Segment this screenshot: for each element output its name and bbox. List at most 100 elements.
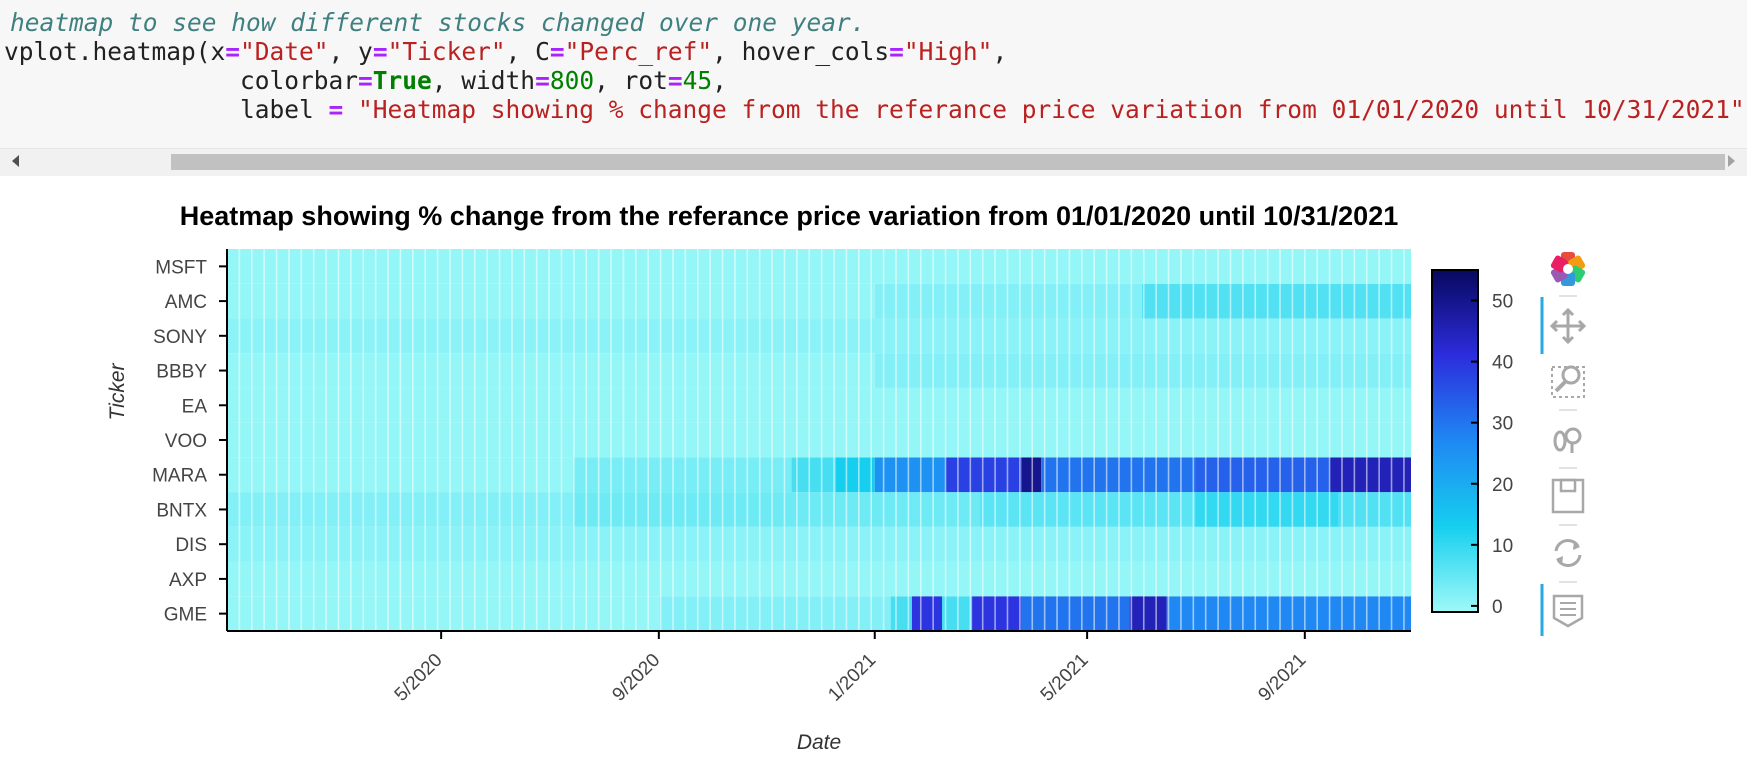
colorbar-gradient: [1431, 269, 1479, 613]
hover-icon[interactable]: [1552, 594, 1584, 628]
heatmap-cell-axp-0[interactable]: [227, 561, 1411, 597]
colorbar-tick-label: 20: [1492, 475, 1513, 496]
code-token: 800: [549, 66, 595, 95]
y-axis: GME AXP DIS BNTX MARA VOO EA BBBY SONY AMC MSFT: [152, 249, 228, 631]
heatmap-cell-bntx-3[interactable]: [1195, 492, 1339, 527]
heatmap-cells[interactable]: [227, 249, 1411, 631]
y-tick-label: GME: [164, 605, 207, 626]
code-token: [343, 95, 358, 124]
cell-separators: [238, 249, 1405, 631]
colorbar-tick-label: 0: [1492, 597, 1503, 618]
plot-toolbar[interactable]: [1540, 252, 1587, 636]
heatmap-cell-mara-2[interactable]: [791, 457, 836, 493]
heatmap-cell-mara-1[interactable]: [573, 457, 792, 493]
heatmap-cell-mara-3[interactable]: [835, 457, 875, 493]
code-token: "Ticker": [387, 37, 506, 66]
code-token: , rot: [594, 66, 668, 95]
heatmap-cell-mara-9[interactable]: [1329, 457, 1411, 493]
heatmap-cell-gme-4[interactable]: [942, 596, 973, 631]
x-axis-label: Date: [797, 731, 841, 754]
code-line-2: colorbar=True, width=800, rot=45,: [4, 66, 727, 95]
code-token: ): [1745, 95, 1747, 124]
code-token: =: [225, 37, 241, 66]
code-token: ,: [712, 66, 727, 95]
heatmap-cell-bbby-1[interactable]: [874, 353, 1411, 388]
code-token: 45: [682, 66, 713, 95]
code-token: =: [889, 37, 904, 66]
heatmap-cell-voo-0[interactable]: [227, 422, 1411, 458]
heatmap-cell-gme-1[interactable]: [658, 596, 891, 631]
y-tick-label: VOO: [165, 431, 207, 452]
colorbar-tick-label: 40: [1492, 353, 1513, 374]
colorbar-tick-label: 10: [1492, 536, 1513, 557]
heatmap-cell-dis-0[interactable]: [227, 526, 1411, 562]
code-token: =: [535, 66, 550, 95]
code-token: "High": [903, 37, 993, 66]
scrollbar-thumb[interactable]: [171, 154, 1725, 170]
x-tick-label: 5/2021: [1037, 650, 1093, 706]
code-line-3: label = "Heatmap showing % change from t…: [4, 95, 1747, 124]
box-zoom-icon[interactable]: [1551, 365, 1585, 398]
heatmap-cell-gme-3[interactable]: [911, 596, 943, 631]
code-token: =: [667, 66, 683, 95]
chart-title: Heatmap showing % change from the refera…: [180, 201, 1398, 231]
heatmap-cell-mara-7[interactable]: [1041, 457, 1196, 493]
code-token: =: [358, 66, 373, 95]
code-token: colorbar: [4, 66, 359, 95]
code-token: True: [372, 66, 432, 95]
colorbar-tick-label: 30: [1492, 414, 1513, 435]
heatmap-cell-gme-0[interactable]: [227, 596, 659, 631]
code-token: , y: [328, 37, 373, 66]
wheel-zoom-icon[interactable]: [1553, 427, 1582, 453]
code-line-1: vplot.heatmap(x="Date", y="Ticker", C="P…: [4, 37, 1007, 66]
x-tick-label: 9/2021: [1254, 650, 1310, 706]
bokeh-logo-icon[interactable]: [1550, 252, 1586, 286]
code-token: =: [328, 95, 344, 124]
save-icon[interactable]: [1551, 478, 1585, 514]
heatmap-cell-gme-5[interactable]: [972, 596, 1022, 631]
heatmap-cell-mara-8[interactable]: [1195, 457, 1330, 493]
heatmap-cell-amc-1[interactable]: [874, 283, 1142, 319]
x-tick-label: 5/2020: [391, 650, 447, 706]
heatmap-cell-bntx-4[interactable]: [1338, 492, 1411, 527]
colorbar: 0 10 20 30 40 50: [1431, 269, 1513, 618]
heatmap-cell-amc-2[interactable]: [1141, 283, 1411, 319]
code-comment-line: heatmap to see how different stocks chan…: [10, 8, 866, 37]
heatmap-cell-msft-0[interactable]: [227, 249, 1411, 284]
horizontal-scrollbar[interactable]: [0, 148, 1747, 176]
reset-icon[interactable]: [1554, 539, 1582, 567]
code-token: , hover_cols: [712, 37, 890, 66]
heatmap-cell-mara-6[interactable]: [1021, 457, 1042, 493]
colorbar-tick-label: 50: [1492, 292, 1513, 313]
y-tick-label: MSFT: [155, 257, 207, 278]
heatmap-cell-mara-5[interactable]: [945, 457, 1022, 493]
heatmap-cell-bbby-0[interactable]: [227, 353, 875, 388]
code-token: ,: [992, 37, 1008, 66]
y-tick-label: BNTX: [156, 500, 207, 521]
scroll-right-icon[interactable]: [1728, 155, 1735, 167]
heatmap-cell-ea-0[interactable]: [227, 387, 1411, 423]
heatmap-cell-bntx-2[interactable]: [979, 492, 1196, 527]
heatmap-cell-gme-6[interactable]: [1021, 596, 1130, 631]
code-token: label: [4, 95, 329, 124]
code-cell[interactable]: heatmap to see how different stocks chan…: [0, 0, 1747, 176]
heatmap-cell-mara-4[interactable]: [874, 457, 946, 493]
pan-icon[interactable]: [1549, 307, 1587, 345]
y-tick-label: DIS: [175, 535, 207, 556]
code-token: "Perc_ref": [564, 37, 713, 66]
x-tick-label: 9/2020: [608, 650, 664, 706]
code-token: "Date": [240, 37, 329, 66]
heatmap-cell-sony-0[interactable]: [227, 318, 1411, 354]
y-tick-label: BBBY: [156, 362, 207, 383]
heatmap-cell-gme-7[interactable]: [1129, 596, 1167, 631]
y-axis-label: Ticker: [106, 363, 129, 421]
x-tick-label: 1/2021: [824, 650, 880, 706]
code-token: , C: [505, 37, 550, 66]
code-token: vplot.heatmap(x: [4, 37, 226, 66]
heatmap-cell-gme-8[interactable]: [1166, 596, 1411, 631]
y-tick-label: SONY: [153, 327, 207, 348]
heatmap-cell-amc-0[interactable]: [227, 283, 875, 319]
y-tick-label: EA: [182, 396, 208, 417]
heatmap-cell-bntx-1[interactable]: [573, 492, 980, 527]
scroll-left-icon[interactable]: [12, 155, 19, 167]
